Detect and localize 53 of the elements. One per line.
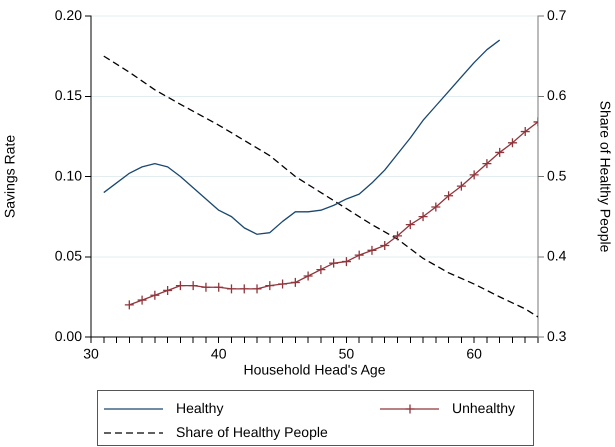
y-tick-label: 0.00 — [54, 328, 82, 344]
point — [380, 240, 390, 251]
point — [430, 202, 441, 212]
y2-tick-label: 0.5 — [547, 167, 567, 184]
point — [456, 180, 467, 192]
point — [290, 277, 300, 288]
x-tick-label: 40 — [210, 345, 227, 362]
point — [136, 294, 148, 306]
y2-tick-label: 0.7 — [547, 6, 567, 23]
point — [366, 245, 378, 256]
point — [328, 258, 339, 268]
legend-label: Share of Healthy People — [176, 424, 328, 440]
y-tick-label: 0.10 — [54, 167, 82, 184]
point — [162, 285, 173, 296]
x-tick-label: 60 — [466, 345, 482, 362]
point — [418, 211, 428, 222]
x-axis-title: Household Head's Age — [244, 361, 386, 378]
y2-tick-label: 0.4 — [547, 248, 567, 264]
point — [277, 278, 288, 290]
x-tick-label: 50 — [338, 345, 354, 362]
y2-axis-title: Share of Healthy People — [598, 100, 614, 253]
y-tick-label: 0.05 — [54, 248, 82, 264]
point — [341, 256, 352, 267]
point — [226, 284, 237, 294]
point — [302, 270, 314, 282]
point — [405, 220, 416, 230]
point — [124, 300, 134, 310]
line-series — [103, 55, 538, 318]
point — [150, 290, 160, 300]
point — [316, 264, 326, 275]
legend-label: Unhealthy — [452, 400, 516, 416]
y2-tick-label: 0.6 — [547, 87, 567, 104]
point — [175, 280, 186, 291]
legend-label: Healthy — [176, 400, 224, 416]
point — [200, 282, 212, 292]
point — [507, 138, 518, 148]
point — [239, 284, 250, 294]
point — [188, 280, 198, 291]
point — [264, 280, 275, 291]
y-tick-label: 0.20 — [54, 6, 82, 23]
point — [392, 230, 403, 242]
point — [354, 250, 364, 260]
point — [494, 147, 505, 158]
x-tick-label: 30 — [83, 345, 99, 362]
point — [214, 282, 224, 292]
y2-tick-label: 0.3 — [547, 328, 567, 344]
point — [443, 190, 454, 201]
y-tick-label: 0.15 — [54, 87, 82, 104]
point — [482, 158, 492, 169]
point — [520, 126, 530, 137]
point — [468, 170, 480, 180]
y-axis-title: Savings Rate — [1, 134, 18, 218]
point — [252, 284, 262, 294]
